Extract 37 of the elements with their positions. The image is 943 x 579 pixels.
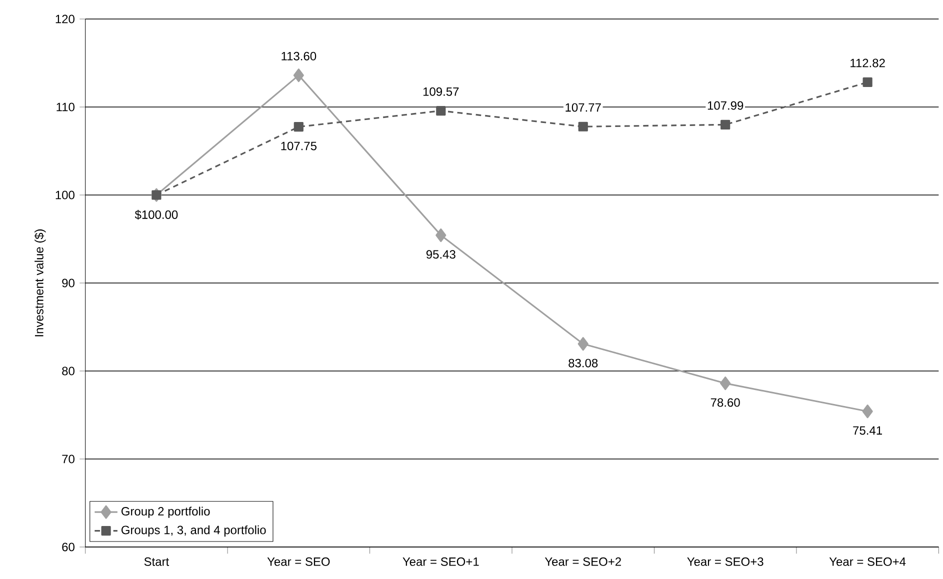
y-tick-label: 60 (62, 542, 74, 552)
data-label: 109.57 (423, 87, 459, 96)
data-label: 112.82 (850, 58, 885, 68)
y-tick-label: 90 (62, 278, 74, 288)
y-tick-label: 70 (62, 454, 74, 464)
x-tick-label: Year = SEO+3 (687, 557, 764, 566)
x-tick-label: Start (144, 557, 170, 566)
y-tick-label: 80 (62, 366, 74, 376)
point (293, 68, 304, 82)
point (862, 404, 873, 418)
point (436, 106, 446, 116)
x-tick-label: Year = SEO+2 (544, 557, 621, 566)
data-label: 95.43 (426, 250, 456, 259)
data-label: 107.75 (281, 142, 317, 150)
data-label: $100.00 (134, 210, 178, 220)
point (720, 120, 730, 130)
y-tick-label: 120 (56, 14, 74, 24)
x-tick-label: Year = SEO+1 (402, 557, 479, 566)
point (578, 122, 588, 132)
data-label: 107.77 (566, 103, 601, 112)
point (862, 77, 872, 87)
x-tick-label: Year = SEO (267, 557, 330, 566)
y-tick-label: 110 (56, 102, 74, 112)
y-axis-title: Investment value ($) (34, 229, 46, 336)
point (436, 228, 446, 242)
legend-label: Groups 1, 3, and 4 portfolio (122, 525, 266, 537)
data-label: 113.60 (282, 52, 316, 60)
x-tick-label: Year = SEO+4 (829, 557, 906, 566)
data-label: 83.08 (568, 358, 598, 368)
point (720, 376, 731, 390)
point (578, 337, 588, 351)
data-label: 78.60 (710, 398, 740, 407)
point (294, 122, 304, 132)
data-label: 75.41 (853, 426, 882, 435)
y-tick-label: 100 (56, 190, 74, 200)
data-label: 107.99 (708, 101, 744, 110)
legend-label: Group 2 portfolio (122, 506, 210, 518)
